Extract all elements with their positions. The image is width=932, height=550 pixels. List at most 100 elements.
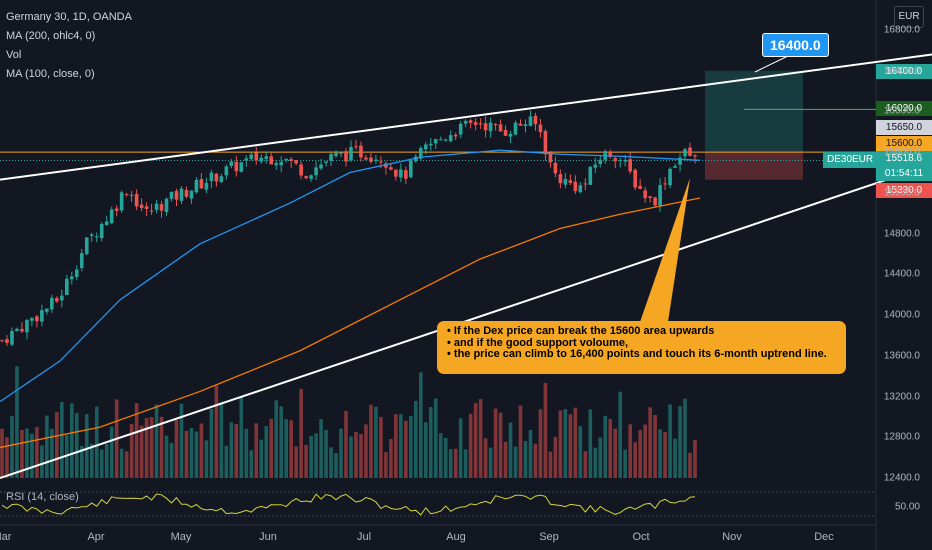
candle-body — [463, 120, 468, 124]
y-tick-label: 14400.0 — [883, 268, 920, 280]
volume-bar — [259, 439, 264, 478]
volume-bar — [603, 415, 608, 478]
volume-bar — [493, 408, 498, 478]
candle-body — [673, 165, 677, 168]
volume-bar — [229, 422, 234, 478]
volume-bar — [573, 407, 578, 478]
candle-body — [50, 297, 54, 310]
candle-body — [678, 157, 682, 165]
candle-body — [149, 210, 154, 212]
volume-bar — [553, 436, 558, 478]
volume-bar — [463, 449, 468, 478]
volume-bar — [428, 407, 433, 478]
volume-bar — [488, 447, 493, 478]
symbol-title: Germany 30, 1D, OANDA — [6, 11, 132, 23]
candle-body — [523, 124, 528, 127]
upper-trendline — [0, 53, 932, 181]
volume-bar — [314, 433, 318, 478]
volume-bar — [309, 435, 313, 478]
candle-body — [279, 162, 283, 166]
candle-body — [359, 145, 363, 158]
candle-body — [5, 339, 9, 343]
y-tick-label: 16400.0 — [883, 65, 920, 77]
candle-body — [648, 196, 652, 198]
candle-body — [578, 185, 583, 193]
currency-button[interactable]: EUR — [894, 6, 924, 28]
volume-bar — [334, 452, 338, 478]
analysis-callout: • If the Dex price can break the 15600 a… — [437, 321, 846, 374]
candle-body — [339, 152, 343, 154]
candle-body — [443, 139, 448, 141]
volume-bar — [79, 446, 84, 478]
candle-body — [693, 155, 697, 157]
candle-body — [119, 192, 124, 211]
y-tick-label: 16800.0 — [883, 24, 920, 36]
candle-body — [633, 169, 637, 188]
candle-body — [94, 236, 99, 238]
candle-body — [334, 152, 338, 156]
candle-body — [224, 166, 229, 176]
volume-bar — [473, 403, 478, 478]
volume-bar — [678, 406, 682, 478]
volume-bar — [693, 440, 697, 478]
candle-body — [628, 159, 632, 172]
candle-body — [30, 318, 34, 321]
candle-body — [169, 191, 174, 199]
candle-body — [428, 143, 433, 146]
volume-bar — [453, 448, 458, 478]
volume-bar — [483, 438, 488, 478]
volume-bar — [389, 439, 393, 478]
candle-body — [289, 159, 293, 161]
y-tick-label: 15200.0 — [883, 187, 920, 199]
volume-bar — [119, 448, 124, 478]
volume-bar — [633, 442, 637, 478]
volume-bar — [458, 418, 463, 478]
volume-bar — [448, 449, 453, 478]
candle-body — [473, 122, 478, 125]
volume-bar — [94, 406, 99, 478]
candle-body — [55, 298, 59, 302]
volume-bar — [149, 417, 154, 478]
volume-bar — [528, 429, 533, 478]
volume-bar — [65, 435, 69, 478]
y-tick-label: 12800.0 — [883, 431, 920, 443]
volume-bar — [503, 441, 508, 478]
volume-bar — [523, 441, 528, 478]
volume-bar — [15, 366, 19, 478]
volume-bar — [329, 447, 333, 478]
volume-bar — [468, 413, 473, 478]
x-tick-label: Apr — [87, 531, 105, 543]
volume-bar — [184, 430, 189, 478]
volume-bar — [84, 414, 89, 478]
callout-pointer — [640, 178, 690, 322]
y-tick-label: 12400.0 — [883, 472, 920, 484]
volume-bar — [598, 437, 603, 478]
candle-body — [533, 115, 538, 125]
volume-bar — [339, 428, 343, 478]
candle-body — [45, 308, 49, 312]
volume-bar — [249, 450, 254, 478]
volume-bar — [284, 419, 288, 478]
candle-body — [563, 178, 568, 185]
ma100-legend: MA (100, close, 0) — [6, 68, 95, 80]
candle-body — [65, 278, 69, 296]
candle-body — [284, 158, 288, 161]
candle-body — [269, 156, 274, 165]
x-tick-label: Nov — [722, 531, 742, 543]
volume-bar — [374, 406, 378, 478]
candle-body — [384, 163, 388, 168]
candle-body — [418, 148, 423, 159]
volume-bar — [134, 403, 139, 478]
candle-body — [558, 174, 563, 184]
x-tick-label: Jul — [356, 531, 372, 543]
volume-bar — [379, 417, 383, 478]
volume-bar — [69, 403, 74, 478]
volume-bar — [688, 452, 692, 478]
volume-bar — [209, 408, 214, 478]
price-tag-15330: 15330.0 — [876, 183, 932, 198]
candle-body — [10, 331, 14, 345]
candle-body — [244, 158, 249, 161]
volume-bar — [234, 423, 239, 478]
volume-bar — [588, 409, 593, 478]
